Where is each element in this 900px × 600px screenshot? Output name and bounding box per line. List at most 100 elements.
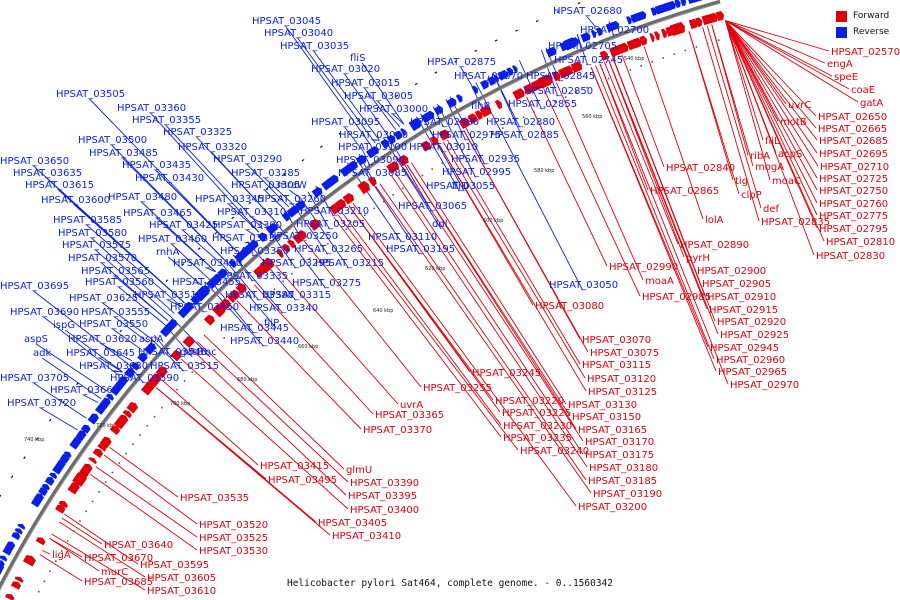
leader-line xyxy=(688,31,740,195)
track-tick xyxy=(373,207,375,210)
track-tick xyxy=(317,250,320,252)
forward-gene-label: HPSAT_03125 xyxy=(588,387,657,398)
leader-line xyxy=(64,329,123,373)
leader-line xyxy=(154,334,172,358)
leader-line xyxy=(348,205,501,413)
track-tick xyxy=(239,320,242,323)
reverse-gene-feature xyxy=(52,464,63,475)
forward-gene-label: ribA xyxy=(750,151,770,162)
track-tick xyxy=(54,560,57,562)
reverse-gene-label: HPSAT_03515 xyxy=(150,361,219,372)
track-tick xyxy=(461,150,463,152)
leader-line xyxy=(724,20,818,204)
reverse-gene-feature xyxy=(234,253,244,263)
reverse-gene-feature xyxy=(95,407,104,415)
reverse-gene-feature xyxy=(206,280,215,289)
forward-gene-label: HPSAT_03180 xyxy=(589,463,658,474)
leader-line xyxy=(89,98,238,252)
leader-line xyxy=(95,249,172,318)
leader-line xyxy=(33,382,87,419)
forward-gene-feature xyxy=(494,99,503,110)
reverse-gene-label: HPSAT_03320 xyxy=(178,142,247,153)
leader-line xyxy=(313,50,380,141)
forward-gene-label: HPSAT_02665 xyxy=(818,124,887,135)
reverse-gene-feature xyxy=(55,459,66,470)
outer-tick xyxy=(338,132,342,135)
forward-gene-label: tig xyxy=(735,176,748,187)
reverse-gene-label: HPSAT_03290 xyxy=(213,154,282,165)
kbp-tick-label: 660 kbp xyxy=(298,344,318,350)
forward-gene-feature xyxy=(537,74,552,89)
forward-gene-label: HPSAT_03220 xyxy=(495,396,564,407)
forward-gene-feature xyxy=(182,336,195,348)
leader-line xyxy=(182,229,223,266)
leader-line xyxy=(711,24,754,167)
reverse-gene-feature xyxy=(96,402,108,413)
track-tick xyxy=(629,69,632,71)
leader-line xyxy=(190,348,347,496)
reverse-gene-feature xyxy=(41,483,50,491)
reverse-gene-label: HPSAT_03085 xyxy=(338,168,407,179)
leader-line xyxy=(608,59,719,335)
track-tick xyxy=(717,39,720,41)
forward-gene-feature xyxy=(397,154,409,167)
leader-line xyxy=(228,203,260,233)
forward-gene-label: uvrC xyxy=(788,100,811,111)
reverse-gene-feature xyxy=(159,326,171,338)
leader-line xyxy=(101,343,133,362)
track-tick xyxy=(363,214,366,217)
reverse-gene-feature xyxy=(0,555,8,562)
reverse-gene-label: HPSAT_03050 xyxy=(549,280,618,291)
reverse-gene-label: HPSAT_03005 xyxy=(344,91,413,102)
outer-tick xyxy=(577,2,581,5)
forward-gene-label: HPSAT_02840 xyxy=(666,163,735,174)
forward-gene-label: HPSAT_03150 xyxy=(572,412,641,423)
outer-tick xyxy=(231,216,235,220)
forward-gene-label: HPSAT_03070 xyxy=(582,335,651,346)
outer-tick xyxy=(494,39,498,42)
genome-axis: 540 kbp 560 kbp 580 kbp 600 kbp 620 kbp 640 k… xyxy=(0,0,731,593)
leader-line xyxy=(463,130,589,353)
reverse-gene-label: HPSAT_03015 xyxy=(331,78,400,89)
kbp-tick-label: 720 kbp xyxy=(96,423,116,429)
track-tick xyxy=(111,471,114,474)
forward-gene-feature xyxy=(342,192,355,205)
outer-tick xyxy=(35,437,39,441)
reverse-gene-feature xyxy=(87,413,99,425)
reverse-gene-feature xyxy=(493,74,499,83)
leader-line xyxy=(112,370,123,373)
forward-gene-label: HPSAT_03405 xyxy=(318,518,387,529)
forward-gene-label: HPSAT_03495 xyxy=(268,475,337,486)
reverse-gene-feature xyxy=(506,67,514,77)
leader-line xyxy=(211,151,275,220)
reverse-gene-label: HPSAT_02995 xyxy=(442,167,511,178)
leader-line xyxy=(307,191,330,230)
leader-line xyxy=(114,316,149,343)
outer-tick xyxy=(10,475,14,479)
track-tick xyxy=(575,91,578,94)
forward-gene-label: glmU xyxy=(346,465,372,476)
forward-gene-label: HPSAT_02990 xyxy=(609,262,678,273)
leader-line xyxy=(725,20,833,77)
forward-gene-feature xyxy=(10,581,22,590)
outer-tick xyxy=(535,19,539,23)
leader-line xyxy=(442,142,586,379)
kbp-tick-label: 580 kbp xyxy=(534,168,554,174)
leader-line xyxy=(725,20,850,90)
forward-gene-feature xyxy=(145,377,158,391)
forward-gene-label: HPSAT_02945 xyxy=(710,343,779,354)
forward-gene-feature xyxy=(654,31,660,41)
reverse-gene-feature xyxy=(590,29,597,39)
reverse-gene-label: HPSAT_03345 xyxy=(195,194,264,205)
reverse-gene-label: HPSAT_03040 xyxy=(264,28,333,39)
reverse-gene-feature xyxy=(497,69,509,81)
reverse-gene-label: adk xyxy=(33,348,51,359)
leader-line xyxy=(118,286,165,325)
track-tick xyxy=(146,424,149,427)
reverse-gene-label: HPSAT_03215 xyxy=(315,258,384,269)
outer-tick xyxy=(23,456,26,460)
reverse-gene-label: HPSAT_03275 xyxy=(292,278,361,289)
reverse-gene-label: HPSAT_03340 xyxy=(249,303,318,314)
forward-gene-feature xyxy=(67,484,79,495)
